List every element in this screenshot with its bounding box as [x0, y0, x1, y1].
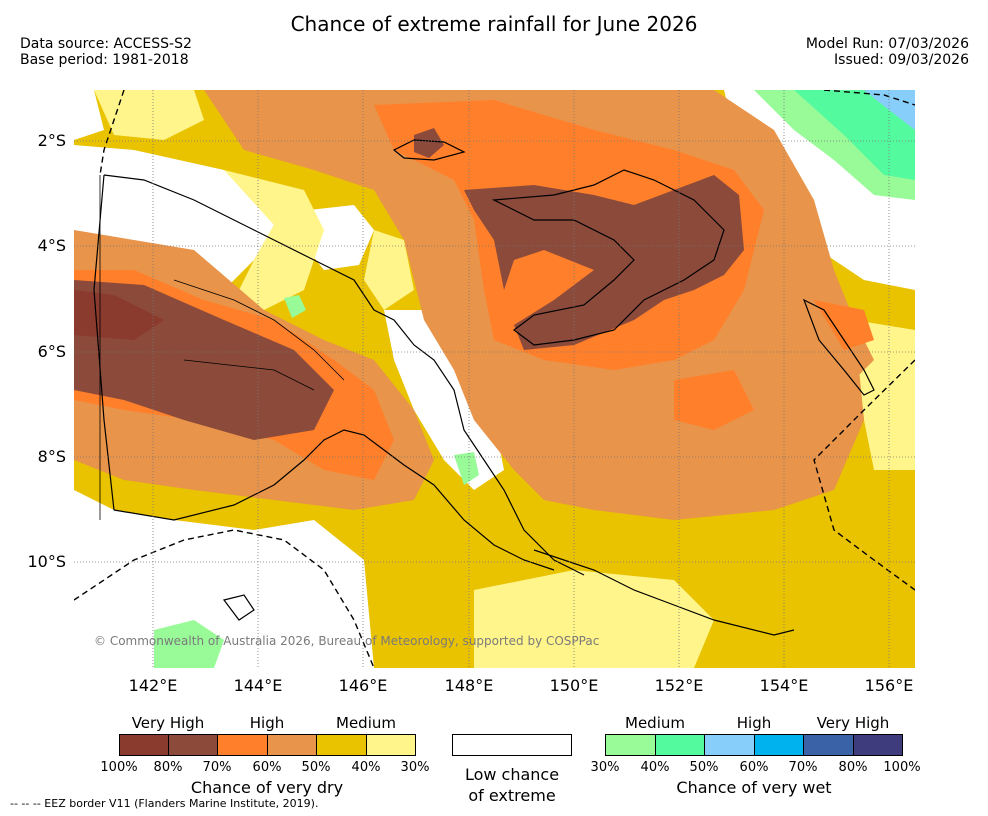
dry-pct-40: 40% [351, 760, 381, 775]
lon-label-154e: 154°E [759, 676, 809, 695]
lon-label-146e: 146°E [338, 676, 388, 695]
region-wet-30-40-southwest [154, 620, 224, 668]
wet-pct-70: 70% [788, 760, 818, 775]
wet-legend-title: Chance of very wet [676, 778, 832, 797]
dry-swatch-30-40 [366, 734, 416, 756]
lon-label-152e: 152°E [654, 676, 704, 695]
copyright-notice: © Commonwealth of Australia 2026, Bureau… [94, 634, 600, 648]
dry-pct-80: 80% [153, 760, 183, 775]
dry-heading-very-high: Very High [131, 714, 205, 732]
dry-swatch-40-50 [316, 734, 367, 756]
wet-pct-60: 60% [739, 760, 769, 775]
wet-swatch-40-50 [655, 734, 705, 756]
lat-label-10s: 10°S [27, 552, 66, 571]
region-dry-30-center [364, 230, 414, 310]
region-dry-30-north [94, 90, 204, 140]
lat-label-6s: 6°S [37, 342, 66, 361]
province-borders [99, 175, 345, 520]
lon-label-150e: 150°E [549, 676, 599, 695]
model-run-text: Model Run: 07/03/2026 [805, 36, 969, 52]
dry-pct-30: 30% [400, 760, 430, 775]
region-low-highlands [304, 205, 374, 270]
dry-pct-50: 50% [301, 760, 331, 775]
region-dry-60-70-se [674, 370, 754, 430]
dry-heading-high: High [249, 714, 285, 732]
lat-label-2s: 2°S [37, 131, 66, 150]
wet-pct-80: 80% [838, 760, 868, 775]
dry-pct-100: 100% [100, 760, 138, 775]
data-source-text: Data source: ACCESS-S2 [20, 36, 192, 52]
wet-swatch-80-100 [853, 734, 903, 756]
coastlines [93, 139, 875, 636]
map-canvas [74, 90, 915, 668]
low-chance-label: Low chance of extreme [452, 764, 572, 806]
lat-label-8s: 8°S [37, 447, 66, 466]
gridlines [74, 90, 915, 668]
eez-border-note: -- -- -- EEZ border V11 (Flanders Marine… [10, 797, 319, 810]
wet-heading-very-high: Very High [816, 714, 890, 732]
dry-heading-medium: Medium [336, 714, 396, 732]
region-dry-30-south [474, 570, 714, 668]
dry-pct-60: 60% [252, 760, 282, 775]
region-wet-40-50-ne [794, 90, 915, 180]
region-low-nw [74, 90, 104, 140]
dry-swatch-60-70 [217, 734, 268, 756]
dry-legend-title: Chance of very dry [190, 778, 344, 797]
map-title: Chance of extreme rainfall for June 2026 [290, 12, 698, 36]
region-dry-70-80-newbritain [464, 175, 744, 350]
wet-swatch-60-70 [754, 734, 804, 756]
dry-swatch-70-80 [168, 734, 218, 756]
source-info: Data source: ACCESS-S2 Base period: 1981… [20, 36, 192, 68]
base-period-text: Base period: 1981-2018 [20, 52, 189, 68]
wet-pct-30: 30% [590, 760, 620, 775]
wet-swatch-30-40 [605, 734, 656, 756]
region-wet-30-40-peninsula [454, 452, 479, 485]
region-wet-50-60-ne [864, 90, 915, 130]
rainfall-map [74, 90, 915, 668]
wet-pct-100: 100% [883, 760, 921, 775]
wet-heading-medium: Medium [625, 714, 685, 732]
wet-pct-40: 40% [640, 760, 670, 775]
region-wet-30-40-highlands [284, 295, 306, 318]
low-chance-line2: of extreme [468, 786, 556, 805]
lon-label-148e: 148°E [444, 676, 494, 695]
region-dry-70-80-islet [414, 128, 444, 158]
region-dry-60-70-ne [814, 300, 874, 350]
eez-borders [74, 90, 915, 668]
lon-label-142e: 142°E [128, 676, 178, 695]
wet-pct-50: 50% [689, 760, 719, 775]
wet-heading-high: High [736, 714, 772, 732]
wet-swatch-70-80 [803, 734, 854, 756]
region-low-south [74, 490, 374, 668]
lat-label-4s: 4°S [37, 236, 66, 255]
dry-swatch-50-60 [267, 734, 317, 756]
lon-label-144e: 144°E [233, 676, 283, 695]
wet-swatch-50-60 [704, 734, 755, 756]
lon-label-156e: 156°E [864, 676, 914, 695]
dry-swatch-80-100 [119, 734, 169, 756]
run-info: Model Run: 07/03/2026 Issued: 09/03/2026 [806, 36, 969, 68]
issued-text: Issued: 09/03/2026 [834, 52, 969, 68]
low-chance-line1: Low chance [464, 765, 560, 784]
low-chance-swatch [452, 734, 572, 756]
dry-pct-70: 70% [202, 760, 232, 775]
